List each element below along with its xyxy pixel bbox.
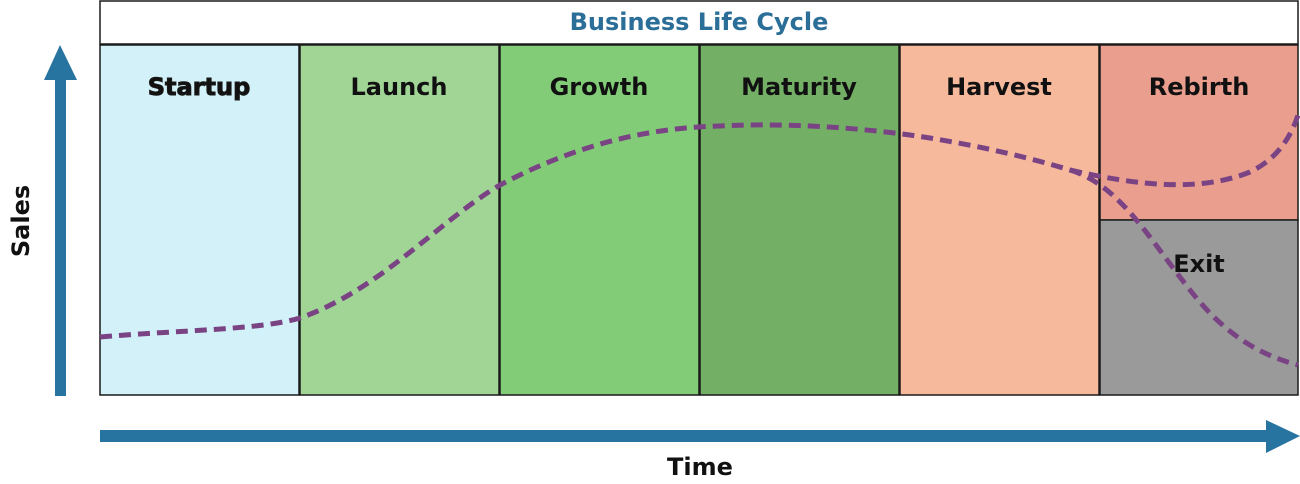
stage-label-exit: Exit	[1173, 250, 1225, 278]
stage-labels: Startup Launch Growth Maturity Harvest R…	[147, 73, 1250, 279]
sales-axis-label: Sales	[7, 185, 35, 257]
title-banner	[99, 0, 1299, 45]
sales-curve-exit	[1069, 167, 1299, 368]
stage-columns	[99, 44, 1299, 396]
sales-axis-arrow	[44, 45, 77, 396]
time-axis-arrowhead	[1266, 420, 1300, 453]
stage-label-harvest: Harvest	[946, 73, 1052, 101]
stage-startup	[99, 44, 300, 396]
stage-label-startup: Startup	[148, 73, 251, 101]
sales-axis-shaft	[55, 70, 66, 396]
stage-rebirth	[1099, 44, 1299, 221]
stage-harvest	[899, 44, 1100, 396]
sales-curve-rebirth	[1069, 114, 1300, 188]
sales-axis-arrowhead	[44, 45, 77, 80]
sales-curve	[99, 114, 1300, 368]
stage-label-growth: Growth	[550, 73, 649, 101]
stage-growth	[499, 44, 700, 396]
time-axis-arrow	[100, 420, 1300, 453]
stage-label-rebirth: Rebirth	[1149, 73, 1250, 101]
diagram-title: Business Life Cycle	[570, 8, 829, 36]
stage-label-maturity: Maturity	[741, 73, 857, 101]
stage-launch	[299, 44, 500, 396]
time-axis-label: Time	[667, 453, 733, 481]
stage-exit	[1099, 219, 1299, 396]
stage-label-launch: Launch	[351, 73, 448, 101]
stage-maturity	[699, 44, 900, 396]
sales-curve-main	[99, 122, 1071, 340]
time-axis-shaft	[100, 430, 1270, 442]
